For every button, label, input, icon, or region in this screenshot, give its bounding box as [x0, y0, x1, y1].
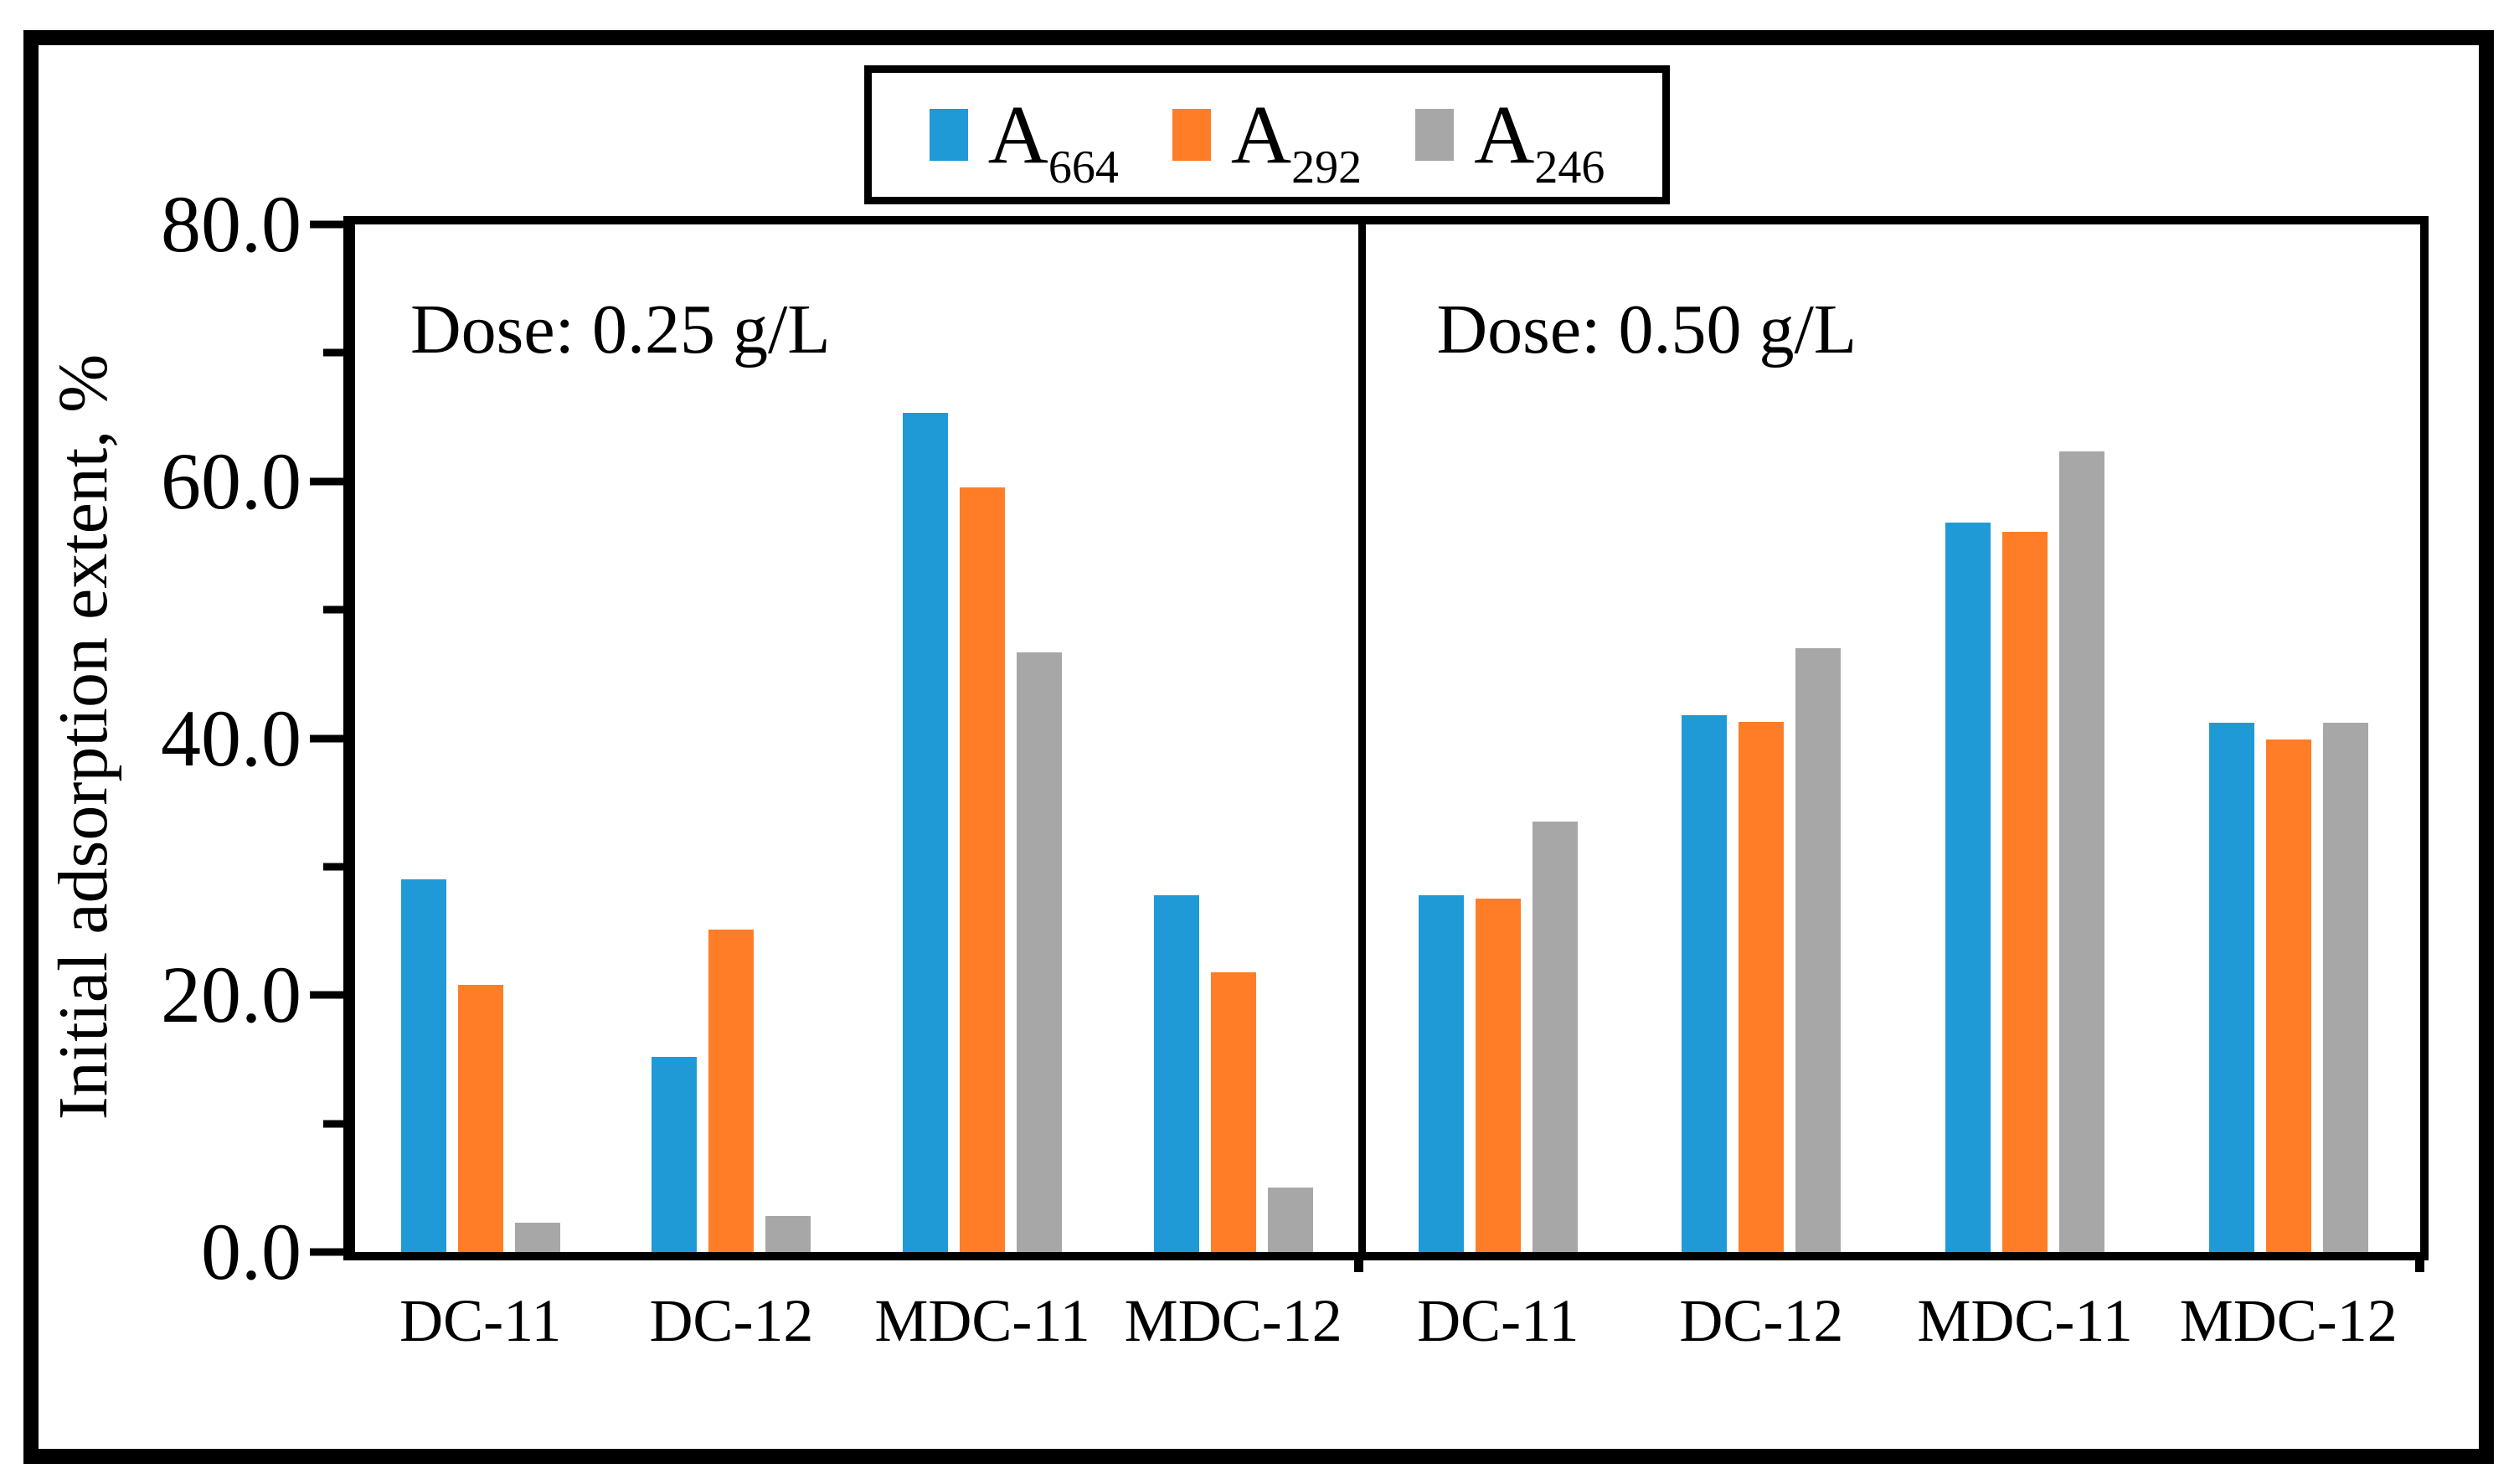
- legend-item-a246: A246: [1415, 88, 1605, 194]
- bar-group-dc-11-p2: [1366, 224, 1630, 1252]
- bar-a246-dc-11-p2: [1532, 822, 1578, 1252]
- y-tick-label-60: 60.0: [161, 435, 301, 526]
- bar-a292-dc-11-p1: [457, 984, 503, 1252]
- plot-area: Dose: 0.25 g/L DC-11 DC-12 MDC-11 MDC-12 Do…: [161, 184, 2429, 1352]
- x-axis-stub-divider: [1354, 1252, 1364, 1272]
- category-label-mdc-11-p1: MDC-11: [874, 1287, 1090, 1354]
- bar-group-mdc-11-p1: [857, 224, 1108, 1252]
- bar-a292-dc-12-p1: [708, 930, 755, 1252]
- category-labels-left: DC-11 DC-12 MDC-11 MDC-12: [355, 1291, 1358, 1351]
- bar-a664-dc-12-p1: [652, 1056, 698, 1252]
- panel-dose-050: Dose: 0.50 g/L DC-11 DC-12 MDC-11 MDC-12: [1358, 224, 2420, 1351]
- y-axis-title: Initial adsorption extent, %: [44, 353, 122, 1121]
- y-major-tick-0: [310, 1248, 343, 1256]
- category-label-dc-11-p2: DC-11: [1417, 1287, 1579, 1354]
- y-major-tick-20: [310, 991, 343, 999]
- y-major-tick-80: [310, 220, 343, 229]
- dose-label-right: Dose: 0.50 g/L: [1436, 291, 1857, 368]
- y-tick-label-0: 0.0: [201, 1207, 301, 1296]
- bar-a664-dc-12-p2: [1682, 714, 1728, 1252]
- bar-group-mdc-12-p1: [1108, 224, 1359, 1252]
- legend-item-a664: A664: [929, 88, 1119, 194]
- plot-inner: Dose: 0.25 g/L DC-11 DC-12 MDC-11 MDC-12 Do…: [161, 184, 2424, 1352]
- legend-swatch-a664: [929, 109, 968, 161]
- bar-group-mdc-12-p2: [2156, 224, 2420, 1252]
- y-minor-tick-70: [323, 348, 343, 357]
- bar-a246-mdc-12-p1: [1267, 1188, 1313, 1252]
- bar-a664-mdc-11-p2: [1945, 522, 1991, 1252]
- category-label-mdc-12-p2: MDC-12: [2179, 1287, 2398, 1354]
- panel-dose-025: Dose: 0.25 g/L DC-11 DC-12 MDC-11 MDC-12: [355, 224, 1358, 1352]
- y-minor-tick-10: [323, 1120, 343, 1128]
- y-minor-tick-30: [323, 863, 343, 871]
- y-minor-tick-50: [323, 605, 343, 614]
- bar-a246-dc-12-p1: [765, 1216, 811, 1252]
- legend-swatch-a292: [1172, 109, 1211, 161]
- y-tick-label-20: 20.0: [161, 950, 301, 1040]
- category-labels-right: DC-11 DC-12 MDC-11 MDC-12: [1366, 1291, 2420, 1351]
- category-label-mdc-11-p2: MDC-11: [1917, 1287, 2133, 1354]
- category-label-dc-12-p2: DC-12: [1679, 1287, 1844, 1354]
- panels: Dose: 0.25 g/L DC-11 DC-12 MDC-11 MDC-12 Do…: [355, 224, 2420, 1352]
- bar-group-mdc-11-p2: [1893, 224, 2157, 1252]
- bar-groups-right: [1366, 224, 2420, 1252]
- legend-item-a292: A292: [1172, 88, 1363, 194]
- bar-group-dc-12-p1: [606, 224, 858, 1252]
- legend-label-a292: A292: [1230, 88, 1363, 194]
- bar-a292-mdc-12-p2: [2265, 739, 2311, 1252]
- bar-a664-mdc-11-p1: [903, 413, 949, 1252]
- legend: A664 A292 A246: [864, 65, 1670, 204]
- bar-a664-dc-11-p1: [400, 879, 446, 1252]
- bar-a292-mdc-11-p2: [2002, 531, 2048, 1252]
- bar-a292-dc-12-p2: [1739, 721, 1785, 1252]
- bar-a664-mdc-12-p1: [1153, 894, 1199, 1252]
- bar-group-dc-12-p2: [1630, 224, 1893, 1252]
- bar-a246-mdc-12-p2: [2322, 723, 2368, 1252]
- y-major-tick-40: [310, 734, 343, 742]
- category-label-mdc-12-p1: MDC-12: [1124, 1287, 1342, 1354]
- bar-a292-dc-11-p2: [1475, 899, 1521, 1252]
- category-label-dc-12-p1: DC-12: [649, 1287, 814, 1354]
- bar-a292-mdc-11-p1: [960, 487, 1006, 1252]
- bar-groups-left: [355, 224, 1358, 1252]
- bar-a246-dc-11-p1: [514, 1222, 560, 1252]
- bar-a246-dc-12-p2: [1795, 648, 1842, 1252]
- legend-label-a664: A664: [987, 88, 1119, 194]
- bar-group-dc-11-p1: [355, 224, 606, 1252]
- legend-label-a246: A246: [1474, 88, 1605, 194]
- legend-swatch-a246: [1415, 109, 1455, 161]
- bar-a246-mdc-11-p2: [2059, 451, 2105, 1252]
- y-tick-label-40: 40.0: [161, 693, 301, 783]
- bar-a664-dc-11-p2: [1418, 894, 1464, 1252]
- bar-a664-mdc-12-p2: [2208, 723, 2254, 1252]
- y-major-tick-60: [310, 477, 343, 486]
- bar-a246-mdc-11-p1: [1017, 652, 1063, 1252]
- dose-label-left: Dose: 0.25 g/L: [410, 291, 831, 368]
- y-tick-label-80: 80.0: [161, 179, 301, 269]
- x-axis-stub-right: [2415, 1252, 2424, 1272]
- bar-a292-mdc-12-p1: [1210, 971, 1256, 1252]
- category-label-dc-11-p1: DC-11: [399, 1287, 562, 1354]
